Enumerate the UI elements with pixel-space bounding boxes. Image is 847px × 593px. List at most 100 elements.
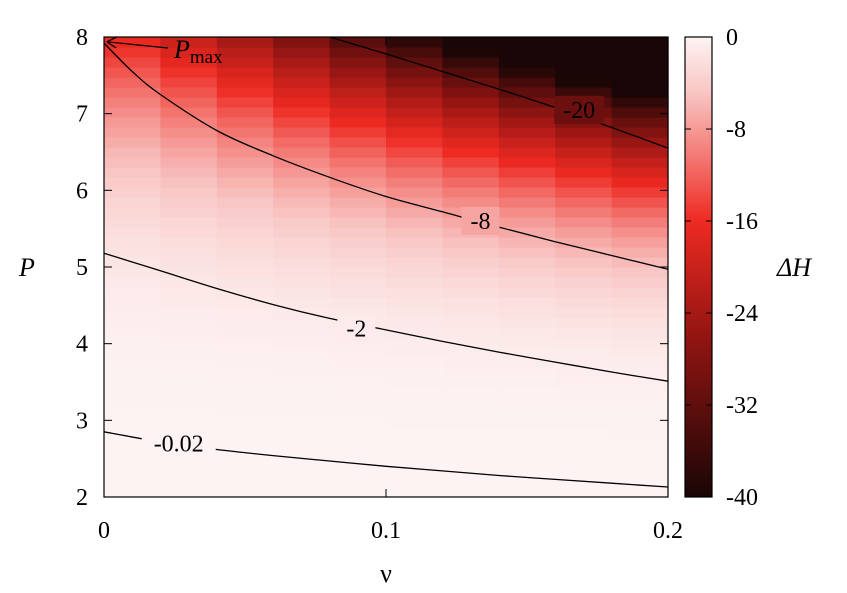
heatmap-cell <box>498 347 556 358</box>
heatmap-cell <box>555 37 613 48</box>
heatmap-cell <box>104 217 161 228</box>
heatmap-cell <box>442 47 500 58</box>
heatmap-cell <box>329 217 387 228</box>
heatmap-cell <box>160 347 218 358</box>
heatmap-cell <box>216 207 274 218</box>
heatmap-cell <box>160 267 218 278</box>
heatmap-cell <box>160 247 218 258</box>
heatmap-cell <box>273 117 331 128</box>
heatmap-cell <box>329 357 387 368</box>
contour-label: -2 <box>346 316 366 342</box>
heatmap-cell <box>216 87 274 98</box>
heatmap-cell <box>498 407 556 418</box>
heatmap-cell <box>329 187 387 198</box>
heatmap-cell <box>273 297 331 308</box>
heatmap-cell <box>104 57 161 68</box>
heatmap-cell <box>104 317 161 328</box>
heatmap-cell <box>160 467 218 478</box>
heatmap-cell <box>216 297 274 308</box>
heatmap-cell <box>555 167 613 178</box>
heatmap-cell <box>273 157 331 168</box>
heatmap-cell <box>611 427 669 438</box>
heatmap-cell <box>216 127 274 138</box>
heatmap-cell <box>273 187 331 198</box>
heatmap-cell <box>386 297 443 308</box>
heatmap-cell <box>442 67 500 78</box>
heatmap-cell <box>498 87 556 98</box>
heatmap-cell <box>498 247 556 258</box>
heatmap-cell <box>498 167 556 178</box>
heatmap-cell <box>216 37 274 48</box>
heatmap-cell <box>442 247 500 258</box>
heatmap-cell <box>498 327 556 338</box>
heatmap-cell <box>216 217 274 228</box>
heatmap-cell <box>216 347 274 358</box>
heatmap-cell <box>498 187 556 198</box>
heatmap-cell <box>386 397 443 408</box>
heatmap-cell <box>611 167 669 178</box>
heatmap-cell <box>329 477 387 488</box>
heatmap-cell <box>216 227 274 238</box>
heatmap-cell <box>104 347 161 358</box>
x-axis-ticks: 0 0.1 0.2 <box>98 37 683 544</box>
heatmap-cell <box>160 237 218 248</box>
y-tick-label: 7 <box>76 102 88 128</box>
heatmap-cell <box>329 127 387 138</box>
heatmap-cell <box>104 197 161 208</box>
x-axis-label: ν <box>380 559 392 588</box>
heatmap-cell <box>216 367 274 378</box>
heatmap-cell <box>216 107 274 118</box>
heatmap-cell <box>160 77 218 88</box>
heatmap-cell <box>104 77 161 88</box>
heatmap-cell <box>386 487 443 498</box>
heatmap-cell <box>273 387 331 398</box>
heatmap-cell <box>611 157 669 168</box>
heatmap-cell <box>329 297 387 308</box>
heatmap-cell <box>273 457 331 468</box>
heatmap-cell <box>611 357 669 368</box>
heatmap-cell <box>555 307 613 318</box>
heatmap-cell <box>442 107 500 118</box>
heatmap-cell <box>329 237 387 248</box>
heatmap-cell <box>216 57 274 68</box>
heatmap-cell <box>611 377 669 388</box>
heatmap-cell <box>160 97 218 108</box>
heatmap-cell <box>498 287 556 298</box>
contour-label-gap <box>554 95 605 124</box>
heatmap-cell <box>498 487 556 498</box>
colorbar-tick-label: -40 <box>726 485 758 511</box>
heatmap-cell <box>555 147 613 158</box>
heatmap-cell <box>442 197 500 208</box>
heatmap-cell <box>555 397 613 408</box>
heatmap-cell <box>386 287 443 298</box>
heatmap-cells <box>104 37 669 498</box>
heatmap-cell <box>273 227 331 238</box>
heatmap-cell <box>216 67 274 78</box>
heatmap-cell <box>329 167 387 178</box>
heatmap-cell <box>555 247 613 258</box>
heatmap-cell <box>555 177 613 188</box>
y-tick-label: 5 <box>76 255 88 281</box>
heatmap-cell <box>442 147 500 158</box>
heatmap-cell <box>273 317 331 328</box>
heatmap-cell <box>386 387 443 398</box>
heatmap-cell <box>442 317 500 328</box>
heatmap-cell <box>329 427 387 438</box>
heatmap-cell <box>160 317 218 328</box>
heatmap-cell <box>216 317 274 328</box>
heatmap-cell <box>160 117 218 128</box>
contour-line <box>104 252 668 382</box>
heatmap-cell <box>442 137 500 148</box>
heatmap-cell <box>329 257 387 268</box>
heatmap-cell <box>160 107 218 118</box>
heatmap-cell <box>611 337 669 348</box>
heatmap-cell <box>329 307 387 318</box>
heatmap-cell <box>329 177 387 188</box>
heatmap-cell <box>442 307 500 318</box>
heatmap-cell <box>498 377 556 388</box>
heatmap-cell <box>329 417 387 428</box>
heatmap-cell <box>498 117 556 128</box>
heatmap-cell <box>160 47 218 58</box>
heatmap-cell <box>329 467 387 478</box>
heatmap-cell <box>329 57 387 68</box>
